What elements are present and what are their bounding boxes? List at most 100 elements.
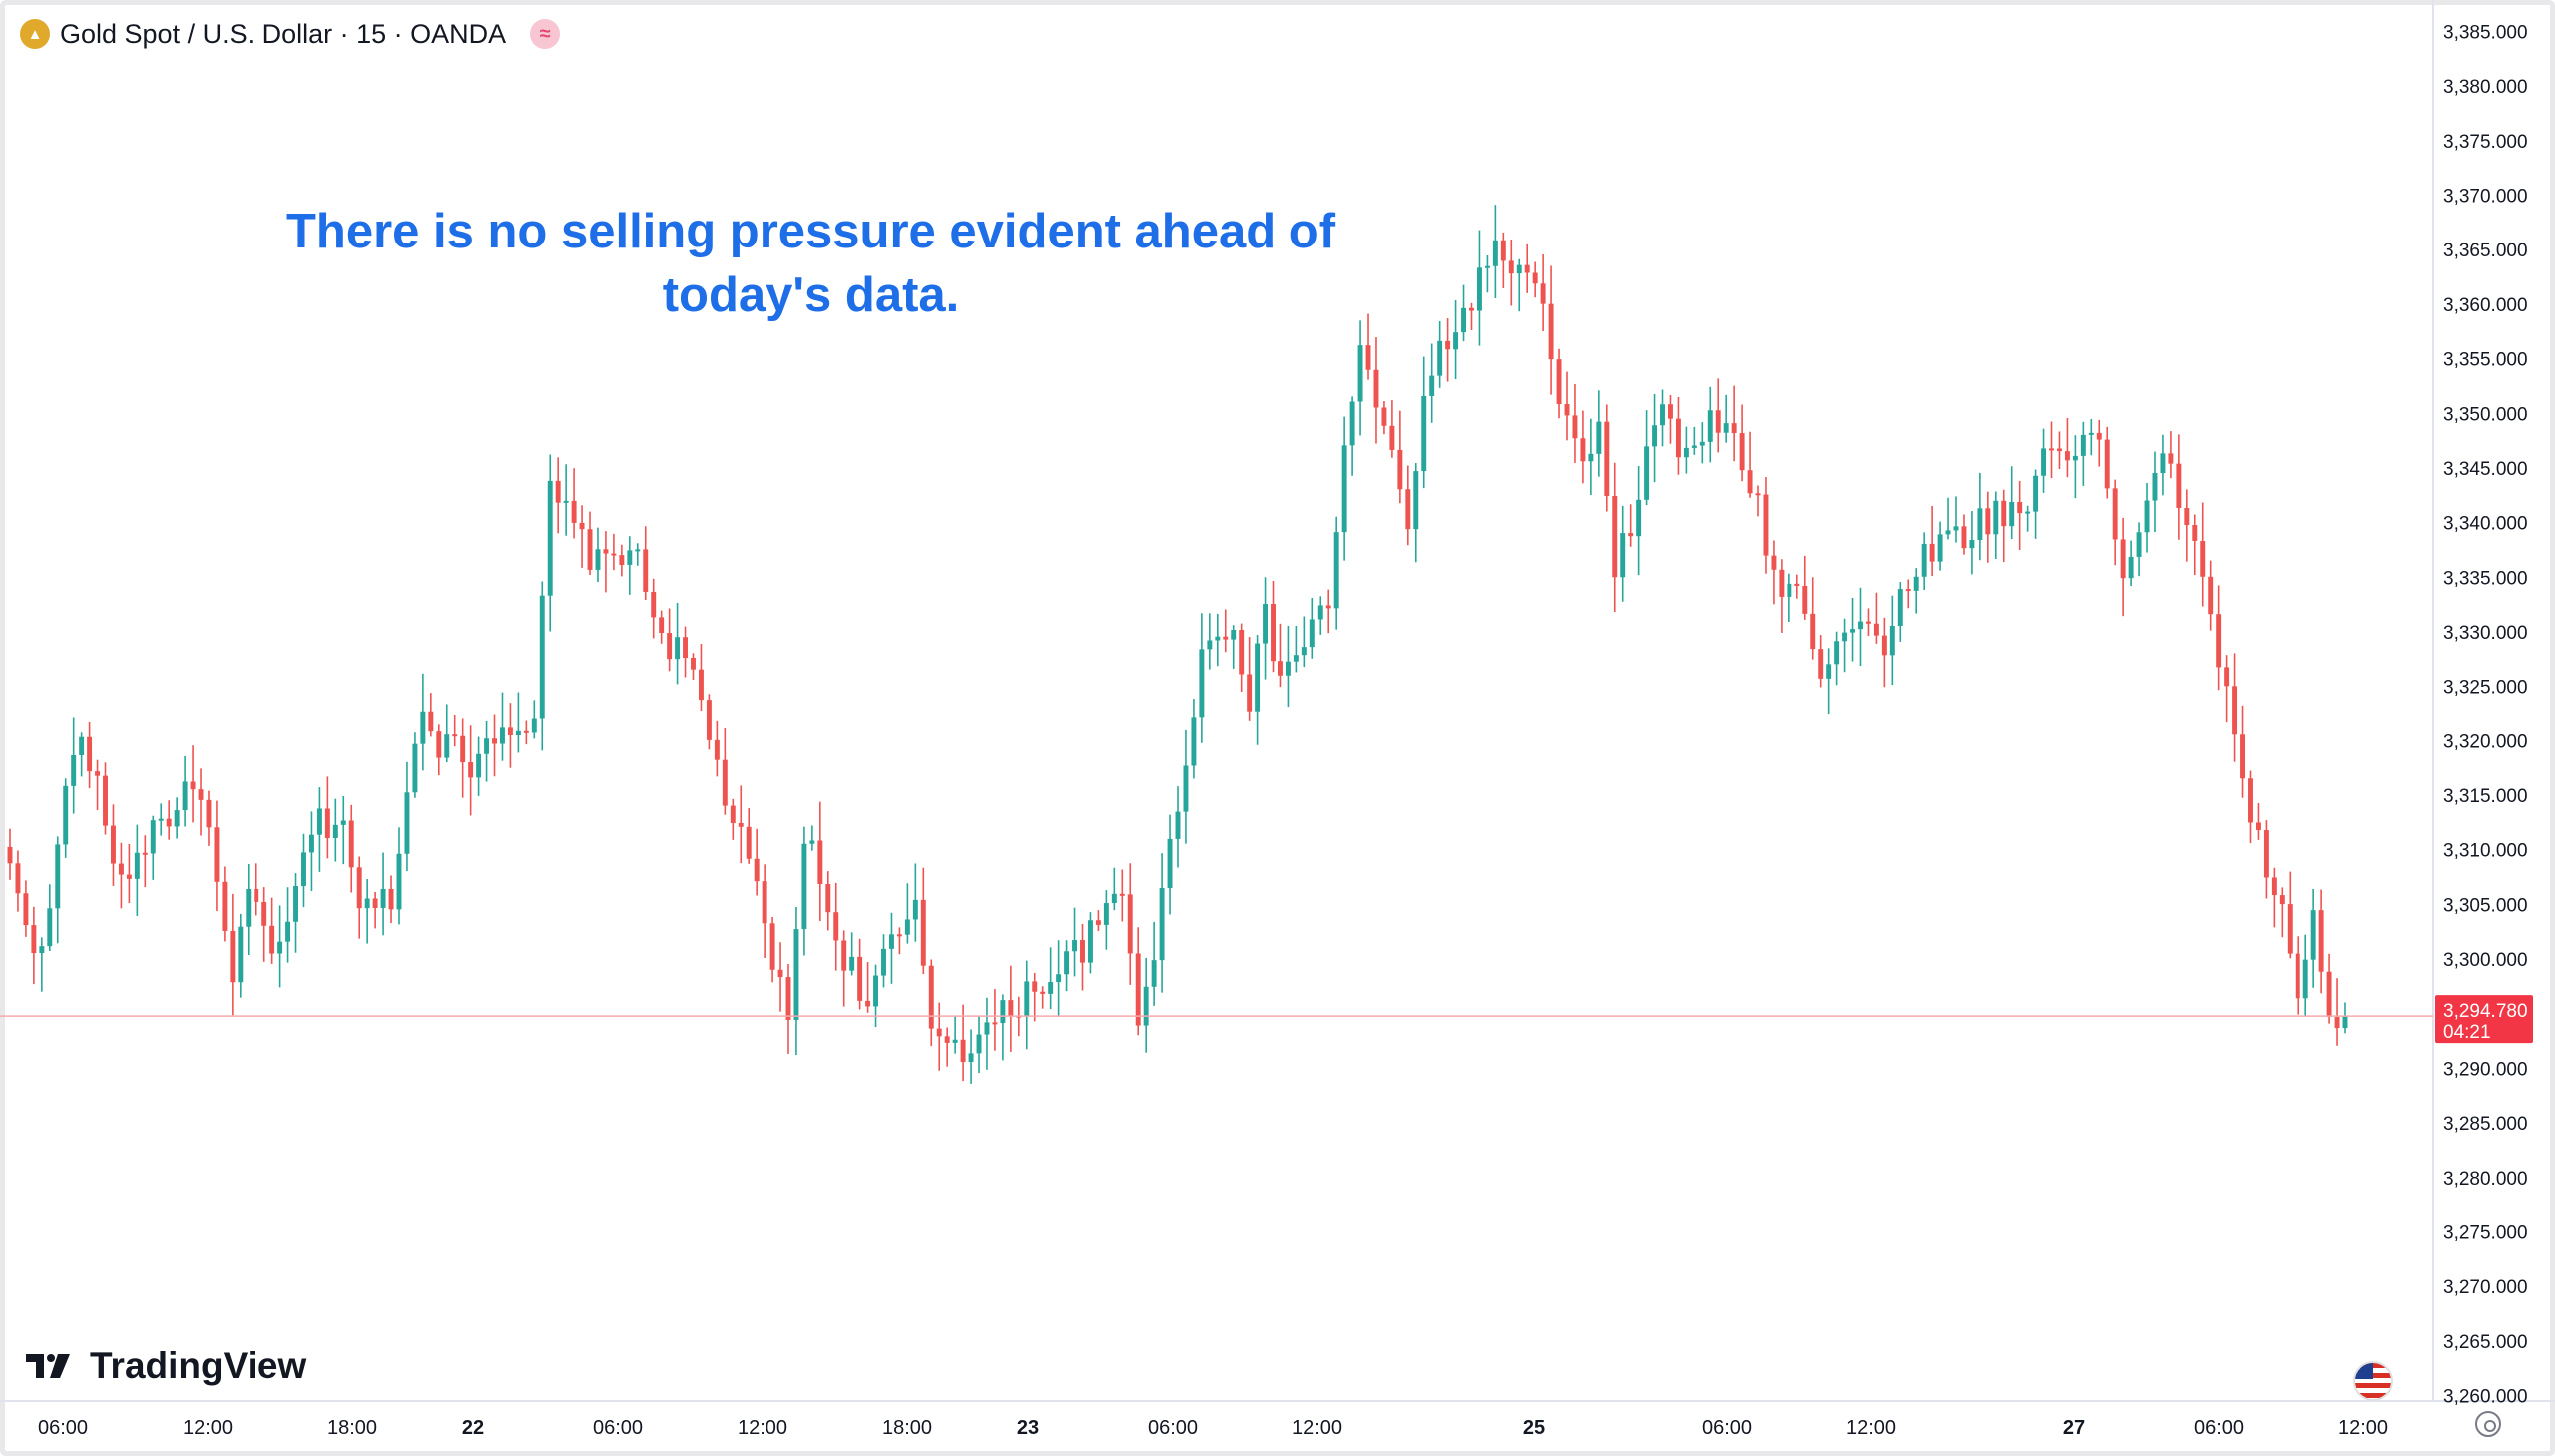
- candle-body[interactable]: [2176, 463, 2182, 508]
- candle-body[interactable]: [992, 1022, 998, 1025]
- candle-body[interactable]: [1000, 1000, 1006, 1024]
- candle-body[interactable]: [1834, 641, 1840, 665]
- candle-body[interactable]: [1921, 543, 1927, 577]
- candle-body[interactable]: [63, 785, 69, 845]
- candle-body[interactable]: [1381, 407, 1387, 426]
- candle-body[interactable]: [984, 1022, 990, 1035]
- candle-body[interactable]: [15, 863, 21, 894]
- candle-body[interactable]: [1652, 425, 1658, 447]
- candle-body[interactable]: [269, 925, 275, 954]
- candle-body[interactable]: [1588, 453, 1594, 462]
- candle-body[interactable]: [904, 919, 910, 935]
- candle-body[interactable]: [675, 637, 681, 660]
- candle-body[interactable]: [952, 1039, 958, 1043]
- candle-body[interactable]: [1516, 264, 1522, 274]
- candle-body[interactable]: [1207, 640, 1213, 650]
- candle-body[interactable]: [1008, 1000, 1014, 1016]
- candle-body[interactable]: [1763, 494, 1769, 556]
- symbol-title[interactable]: Gold Spot / U.S. Dollar · 15 · OANDA: [60, 18, 507, 49]
- candle-body[interactable]: [7, 846, 13, 864]
- candle-body[interactable]: [643, 549, 649, 592]
- candle-body[interactable]: [39, 946, 45, 954]
- candle-body[interactable]: [1461, 307, 1466, 333]
- candle-body[interactable]: [849, 956, 855, 971]
- candle-body[interactable]: [1263, 604, 1269, 644]
- candle-body[interactable]: [960, 1039, 966, 1063]
- candle-body[interactable]: [2160, 453, 2166, 474]
- candle-body[interactable]: [571, 500, 577, 523]
- candle-body[interactable]: [1548, 303, 1554, 360]
- candle-body[interactable]: [928, 965, 934, 1029]
- candle-body[interactable]: [293, 886, 298, 922]
- candle-body[interactable]: [1215, 636, 1221, 641]
- candle-body[interactable]: [1405, 489, 1411, 530]
- us-flag-icon[interactable]: [2353, 1361, 2393, 1401]
- candle-body[interactable]: [1532, 272, 1538, 284]
- candle-body[interactable]: [1905, 589, 1911, 592]
- candle-body[interactable]: [444, 734, 450, 758]
- candle-body[interactable]: [79, 736, 85, 755]
- candle-body[interactable]: [134, 852, 140, 879]
- candle-body[interactable]: [659, 617, 665, 634]
- candle-body[interactable]: [523, 730, 529, 733]
- candle-body[interactable]: [547, 480, 553, 596]
- candle-body[interactable]: [198, 789, 204, 800]
- candle-body[interactable]: [611, 553, 617, 556]
- candle-body[interactable]: [2216, 614, 2222, 668]
- candle-body[interactable]: [2025, 511, 2031, 514]
- candle-body[interactable]: [1810, 613, 1816, 650]
- candle-body[interactable]: [833, 912, 839, 941]
- candle-body[interactable]: [2224, 667, 2230, 687]
- candle-body[interactable]: [1183, 765, 1189, 812]
- candle-body[interactable]: [158, 818, 164, 821]
- candle-body[interactable]: [587, 529, 593, 570]
- candle-body[interactable]: [1961, 526, 1967, 549]
- candle-body[interactable]: [1175, 811, 1181, 839]
- candle-body[interactable]: [324, 808, 330, 838]
- candle-body[interactable]: [531, 718, 537, 733]
- candle-body[interactable]: [150, 820, 156, 854]
- candle-body[interactable]: [2112, 488, 2118, 540]
- candle-body[interactable]: [2001, 500, 2007, 527]
- candle-body[interactable]: [1913, 576, 1919, 591]
- candle-body[interactable]: [691, 658, 696, 670]
- candle-body[interactable]: [1365, 345, 1371, 370]
- candle-body[interactable]: [793, 929, 799, 1020]
- candle-body[interactable]: [1349, 401, 1355, 446]
- candle-body[interactable]: [730, 805, 736, 823]
- candle-body[interactable]: [412, 743, 418, 793]
- candle-body[interactable]: [1564, 404, 1570, 416]
- candle-body[interactable]: [1818, 649, 1824, 679]
- candle-body[interactable]: [1469, 307, 1474, 311]
- candle-body[interactable]: [1850, 629, 1855, 633]
- candle-body[interactable]: [1167, 838, 1173, 889]
- candle-body[interactable]: [667, 633, 673, 660]
- candle-body[interactable]: [619, 555, 625, 565]
- candle-body[interactable]: [579, 522, 585, 530]
- candle-body[interactable]: [507, 727, 513, 735]
- candle-body[interactable]: [1540, 283, 1546, 304]
- candle-body[interactable]: [372, 898, 378, 908]
- candle-body[interactable]: [1787, 583, 1792, 597]
- candle-body[interactable]: [1095, 920, 1101, 925]
- candle-body[interactable]: [2208, 576, 2214, 615]
- candle-body[interactable]: [1707, 410, 1713, 442]
- candle-body[interactable]: [316, 808, 322, 835]
- candle-body[interactable]: [1476, 267, 1482, 311]
- candle-body[interactable]: [484, 738, 490, 754]
- candle-body[interactable]: [1278, 661, 1283, 676]
- candle-body[interactable]: [142, 852, 148, 855]
- candle-body[interactable]: [428, 711, 434, 732]
- candle-body[interactable]: [476, 753, 482, 778]
- candle-body[interactable]: [1604, 421, 1610, 496]
- candle-body[interactable]: [1429, 375, 1435, 396]
- candle-body[interactable]: [55, 844, 61, 909]
- tradingview-logo[interactable]: TradingView: [26, 1343, 306, 1389]
- candle-body[interactable]: [182, 781, 188, 811]
- candle-body[interactable]: [238, 926, 244, 983]
- candle-body[interactable]: [1301, 647, 1307, 656]
- candle-body[interactable]: [714, 739, 720, 760]
- candle-body[interactable]: [1660, 404, 1665, 426]
- candle-body[interactable]: [635, 549, 641, 552]
- candle-body[interactable]: [1524, 264, 1530, 273]
